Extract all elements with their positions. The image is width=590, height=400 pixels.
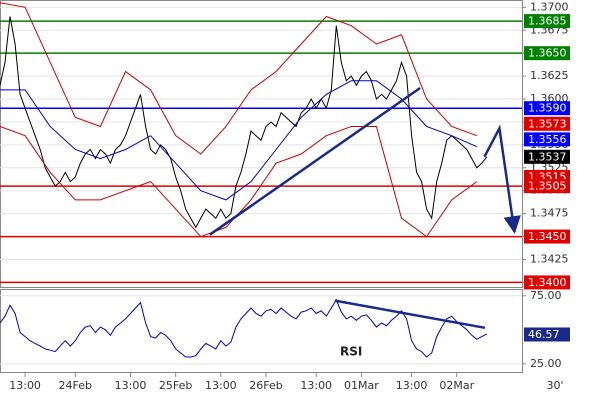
level-label-text: 1.3650 [528,47,567,60]
y-tick-label: 25.00 [530,357,562,370]
level-label: 1.3685 [524,14,570,29]
level-label-text: 1.3450 [528,230,567,243]
trendline [209,86,421,236]
x-tick-label: 13:00 [300,379,332,392]
level-label: 1.3556 [524,132,570,147]
level-label: 46.57 [524,327,570,342]
x-tick-label: 24Feb [59,379,92,392]
y-tick-label: 1.3475 [530,207,569,220]
rsi-title: RSI [340,345,362,359]
level-label-text: 1.3505 [528,180,567,193]
level-label: 1.3590 [524,101,570,116]
y-tick-label: 1.3700 [530,0,569,13]
price-panel [0,0,523,288]
y-tick-label: 75.00 [530,289,562,302]
y-tick-label: 1.3625 [530,69,569,82]
level-label-box [524,101,570,116]
level-label-box [524,179,570,194]
level-label-text: 1.3537 [528,150,567,163]
level-label-box [524,229,570,244]
series-line [0,298,488,358]
x-tick-label: 13:00 [9,379,41,392]
level-label-text: 46.57 [528,328,560,341]
x-tick-label: 02Mar [439,379,474,392]
level-label: 1.3400 [524,275,570,290]
x-tick-label: 26Feb [249,379,282,392]
level-label-text: 1.3400 [528,276,567,289]
level-label: 1.3537 [524,149,570,164]
x-tick-label: 13:00 [396,379,428,392]
level-label-box [524,327,570,342]
level-label: 1.3573 [524,116,570,131]
series-line [0,126,478,238]
trendline [483,124,521,234]
series-line [0,16,488,229]
level-label-box [524,132,570,147]
level-label-box [524,275,570,290]
level-label-text: 1.3685 [528,15,567,28]
level-label-box [524,116,570,131]
x-tick-label: 01Mar [344,379,379,392]
x-tick-label: 25Feb [159,379,192,392]
series-line [0,2,477,155]
trendline [334,299,486,330]
level-label-box [524,46,570,61]
series-line [0,80,478,201]
level-label-text: 1.3590 [528,102,567,115]
x-tick-label: 13:00 [115,379,147,392]
level-label-box [524,14,570,29]
y-tick-label: 1.3425 [530,252,569,265]
x-tick-label: 13:00 [205,379,237,392]
level-label: 1.3505 [524,179,570,194]
level-label: 1.3650 [524,46,570,61]
rsi-panel [0,289,523,373]
level-label-text: 1.3556 [528,133,567,146]
level-label-text: 1.3573 [528,117,567,130]
timeframe: 30' [546,379,563,392]
level-label-box [524,149,570,164]
level-label: 1.3450 [524,229,570,244]
